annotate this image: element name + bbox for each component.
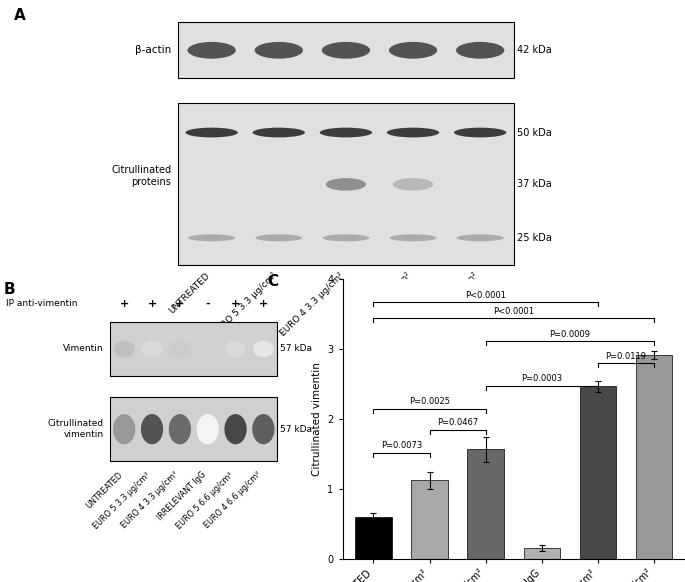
Text: EURO 5 3.3 μg/cm²: EURO 5 3.3 μg/cm² [92, 470, 152, 531]
Text: UNTREATED: UNTREATED [84, 470, 124, 510]
Text: Citrullinated
vimentin: Citrullinated vimentin [48, 420, 104, 439]
Ellipse shape [256, 235, 302, 242]
Text: P=0.0073: P=0.0073 [381, 442, 422, 450]
Bar [636, 355, 673, 559]
Text: P=0.0467: P=0.0467 [437, 418, 478, 427]
Ellipse shape [390, 235, 436, 242]
Ellipse shape [142, 340, 162, 357]
Ellipse shape [393, 178, 433, 191]
Ellipse shape [326, 178, 366, 191]
Ellipse shape [253, 127, 305, 137]
Text: 25 kDa: 25 kDa [517, 233, 552, 243]
Text: +: + [259, 299, 268, 308]
Ellipse shape [197, 414, 219, 444]
Text: 42 kDa: 42 kDa [517, 45, 552, 55]
Text: P<0.0001: P<0.0001 [493, 307, 534, 315]
Ellipse shape [225, 340, 246, 357]
Ellipse shape [454, 127, 506, 137]
Text: IRRELEVANT IgG: IRRELEVANT IgG [155, 470, 208, 522]
Text: A: A [14, 8, 25, 23]
Text: +: + [147, 299, 157, 308]
Ellipse shape [225, 414, 247, 444]
Ellipse shape [457, 235, 503, 242]
Ellipse shape [255, 42, 303, 59]
Text: P=0.0003: P=0.0003 [521, 374, 562, 384]
Ellipse shape [387, 127, 439, 137]
Text: 50 kDa: 50 kDa [517, 127, 552, 137]
Ellipse shape [169, 340, 190, 357]
Bar [178, 104, 514, 265]
Ellipse shape [323, 235, 369, 242]
Text: EURO 5 3.3 μg/cm²: EURO 5 3.3 μg/cm² [212, 271, 279, 338]
Text: P=0.0009: P=0.0009 [549, 330, 590, 339]
Text: EURO 5 6.6 μg/cm²: EURO 5 6.6 μg/cm² [175, 470, 236, 531]
Text: +: + [175, 299, 184, 308]
Text: IP anti-vimentin: IP anti-vimentin [6, 299, 78, 308]
Y-axis label: Citrullinated vimentin: Citrullinated vimentin [312, 362, 322, 476]
Ellipse shape [169, 414, 191, 444]
Ellipse shape [253, 340, 274, 357]
Text: +: + [231, 299, 240, 308]
Ellipse shape [188, 42, 236, 59]
Text: Citrullinated
proteins: Citrullinated proteins [111, 165, 171, 187]
Text: EURO 4 6.6 μg/cm²: EURO 4 6.6 μg/cm² [203, 470, 263, 530]
Bar [411, 481, 448, 559]
Text: EURO 4 3.3 μg/cm²: EURO 4 3.3 μg/cm² [279, 271, 346, 338]
Text: UNTREATED: UNTREATED [167, 271, 212, 315]
Text: P=0.0025: P=0.0025 [409, 398, 450, 406]
Ellipse shape [113, 414, 136, 444]
Bar [178, 22, 514, 78]
Bar [110, 322, 277, 376]
Ellipse shape [186, 127, 238, 137]
Ellipse shape [320, 127, 372, 137]
Ellipse shape [456, 42, 504, 59]
Bar [580, 386, 616, 559]
Text: EURO 4 6.6 μg/cm²: EURO 4 6.6 μg/cm² [413, 271, 480, 338]
Bar [355, 517, 392, 559]
Bar [110, 398, 277, 461]
Ellipse shape [322, 42, 370, 59]
Text: Vimentin: Vimentin [63, 345, 104, 353]
Bar [523, 548, 560, 559]
Ellipse shape [114, 340, 135, 357]
Bar [467, 449, 504, 559]
Text: B: B [3, 282, 15, 297]
Ellipse shape [188, 235, 235, 242]
Text: C: C [267, 274, 278, 289]
Text: EURO 4 3.3 μg/cm²: EURO 4 3.3 μg/cm² [119, 470, 180, 530]
Ellipse shape [389, 42, 437, 59]
Ellipse shape [141, 414, 163, 444]
Text: 37 kDa: 37 kDa [517, 179, 552, 189]
Text: β-actin: β-actin [135, 45, 171, 55]
Text: 57 kDa: 57 kDa [280, 345, 312, 353]
Text: P<0.0001: P<0.0001 [465, 290, 506, 300]
Text: P=0.0119: P=0.0119 [606, 352, 647, 361]
Text: EURO 5 6.6 μg/cm²: EURO 5 6.6 μg/cm² [346, 271, 413, 338]
Text: +: + [120, 299, 129, 308]
Text: -: - [206, 299, 210, 308]
Ellipse shape [252, 414, 275, 444]
Text: 57 kDa: 57 kDa [280, 425, 312, 434]
